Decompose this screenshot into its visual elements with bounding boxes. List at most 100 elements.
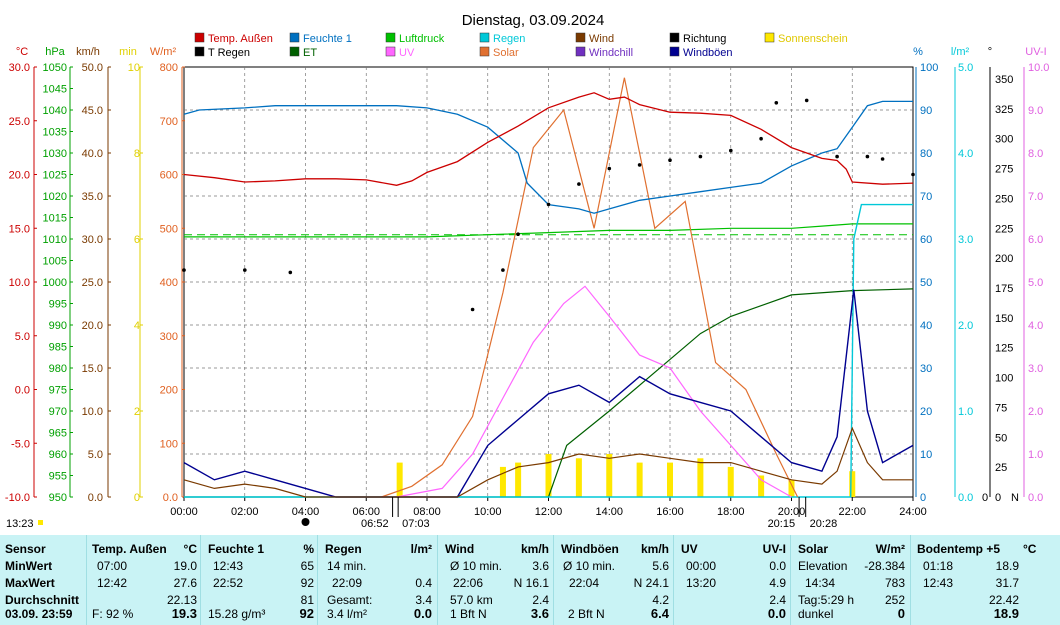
right-axis-tick: 225 xyxy=(995,223,1013,235)
right-axis-tick: 6.0 xyxy=(1028,234,1043,246)
wind-unit: km/h xyxy=(520,542,549,556)
sunshine-bar xyxy=(849,471,856,497)
time-marker-label: 20:15 xyxy=(768,518,796,530)
hum-min-value: 65 xyxy=(300,559,314,573)
left-axis-tick: 995 xyxy=(49,299,67,311)
right-axis-tick: 0 xyxy=(920,492,926,504)
time-markers: 13:23 06:52 07:03 20:15 20:28 xyxy=(6,497,837,530)
direction-point xyxy=(774,101,779,105)
right-axis-tick: 80 xyxy=(920,148,932,160)
left-axis-tick: 1000 xyxy=(43,277,67,289)
temp-feels-label: F: 92 % xyxy=(92,607,134,621)
soil-unit: °C xyxy=(1023,542,1037,556)
right-axis-tick: 2.0 xyxy=(1028,406,1043,418)
solar-unit: W/m² xyxy=(875,542,905,556)
hum-head: Feuchte 1 xyxy=(208,542,265,556)
right-axis-tick: 8.0 xyxy=(1028,148,1043,160)
legend-swatch xyxy=(575,32,586,43)
hum-unit: % xyxy=(303,542,314,556)
legend-label: Luftdruck xyxy=(399,33,445,45)
left-axis-tick: 10.0 xyxy=(82,406,103,418)
x-axis-tick: 02:00 xyxy=(231,506,259,518)
right-axis-tick: 250 xyxy=(995,193,1013,205)
left-axis-tick: 990 xyxy=(49,320,67,332)
x-axis-tick: 04:00 xyxy=(292,506,320,518)
x-axis-tick: 22:00 xyxy=(838,506,866,518)
left-axis-tick: 30.0 xyxy=(82,234,103,246)
left-axis-tick: 970 xyxy=(49,406,67,418)
right-axis-tick: 0 xyxy=(995,492,1001,504)
legend-label: ET xyxy=(303,47,317,59)
right-axis-tick: 50 xyxy=(995,432,1007,444)
x-axis-tick: 14:00 xyxy=(595,506,623,518)
rain-total-value: 3.4 xyxy=(415,593,432,607)
left-axis-tick: 30.0 xyxy=(9,62,30,74)
left-axis-tick: 0.0 xyxy=(15,385,30,397)
wind-avg10-label: Ø 10 min. xyxy=(450,559,503,573)
left-axis-tick: 1045 xyxy=(43,84,67,96)
uv-max-value: 4.9 xyxy=(769,576,786,590)
chart-title: Dienstag, 03.09.2024 xyxy=(462,12,605,29)
legend-swatch xyxy=(194,32,205,43)
solar-max-time: 14:34 xyxy=(805,576,836,590)
right-axis-tick: 175 xyxy=(995,283,1013,295)
direction-point xyxy=(501,268,505,272)
soil-max-time: 12:43 xyxy=(923,576,954,590)
right-axis-tick: 75 xyxy=(995,402,1007,414)
sunshine-bar xyxy=(697,458,704,497)
temp-min-value: 19.0 xyxy=(173,559,197,573)
left-axis-tick: 15.0 xyxy=(9,223,30,235)
row-min-label: MinWert xyxy=(5,559,53,573)
corner-time: 13:23 xyxy=(6,518,34,530)
uv-avg-value: 2.4 xyxy=(769,593,786,607)
left-axis-tick: 960 xyxy=(49,449,67,461)
direction-point xyxy=(668,158,672,162)
left-axis-tick: 15.0 xyxy=(82,363,103,375)
x-axis-tick: 06:00 xyxy=(352,506,380,518)
temp-head: Temp. Außen xyxy=(92,542,167,556)
right-axis-tick: 3.0 xyxy=(958,234,973,246)
soil-head: Bodentemp +5 xyxy=(917,542,1001,556)
right-axis-tick: 325 xyxy=(995,104,1013,116)
right-axis-tick: 50 xyxy=(920,277,932,289)
right-axis-tick: 9.0 xyxy=(1028,105,1043,117)
uv-line xyxy=(396,285,792,498)
solar-elevation-value: -28.384 xyxy=(864,559,905,573)
x-axis-tick: 20:00 xyxy=(778,506,806,518)
chart-area: Dienstag, 03.09.2024 °C30.025.020.015.01… xyxy=(5,12,1050,530)
legend-label: Richtung xyxy=(683,33,726,45)
rain-head: Regen xyxy=(325,542,362,556)
left-axis-tick: 0.0 xyxy=(163,492,178,504)
right-axis-unit: l/m² xyxy=(951,46,970,58)
stats-rain-column: Regen l/m² 14 min. 22:09 0.4 Gesamt: 3.4… xyxy=(317,535,438,625)
wind-max-time: 22:06 xyxy=(453,576,484,590)
x-axis-tick: 18:00 xyxy=(717,506,745,518)
sunshine-bar xyxy=(396,462,403,497)
direction-point xyxy=(607,166,612,171)
direction-point xyxy=(470,307,475,312)
temp-max-time: 12:42 xyxy=(97,576,128,590)
legend-label: T Regen xyxy=(208,47,250,59)
wind-head: Wind xyxy=(445,542,475,556)
row-avg-label: Durchschnitt xyxy=(5,593,80,607)
gust-unit: km/h xyxy=(640,542,669,556)
legend-swatch xyxy=(669,32,680,43)
left-axis-tick: 45.0 xyxy=(82,105,103,117)
uv-current: 0.0 xyxy=(767,606,786,621)
gust-head: Windböen xyxy=(561,542,619,556)
right-axis-tick: 0 xyxy=(982,492,988,504)
left-axis-tick: 600 xyxy=(160,170,178,182)
right-axis-unit: % xyxy=(913,46,923,58)
direction-point xyxy=(288,270,293,275)
left-axis-tick: 400 xyxy=(160,277,178,289)
soil-min-time: 01:18 xyxy=(923,559,954,573)
hum-avg: 81 xyxy=(300,593,314,607)
wind-avg-value: 2.4 xyxy=(532,593,549,607)
left-axis-tick: 1010 xyxy=(43,234,67,246)
right-axis-tick: 5.0 xyxy=(958,62,973,74)
right-axis-tick: 150 xyxy=(995,313,1013,325)
sunshine-bar xyxy=(545,454,552,497)
temp-max-value: 27.6 xyxy=(173,576,197,590)
left-axis-tick: 25.0 xyxy=(9,116,30,128)
